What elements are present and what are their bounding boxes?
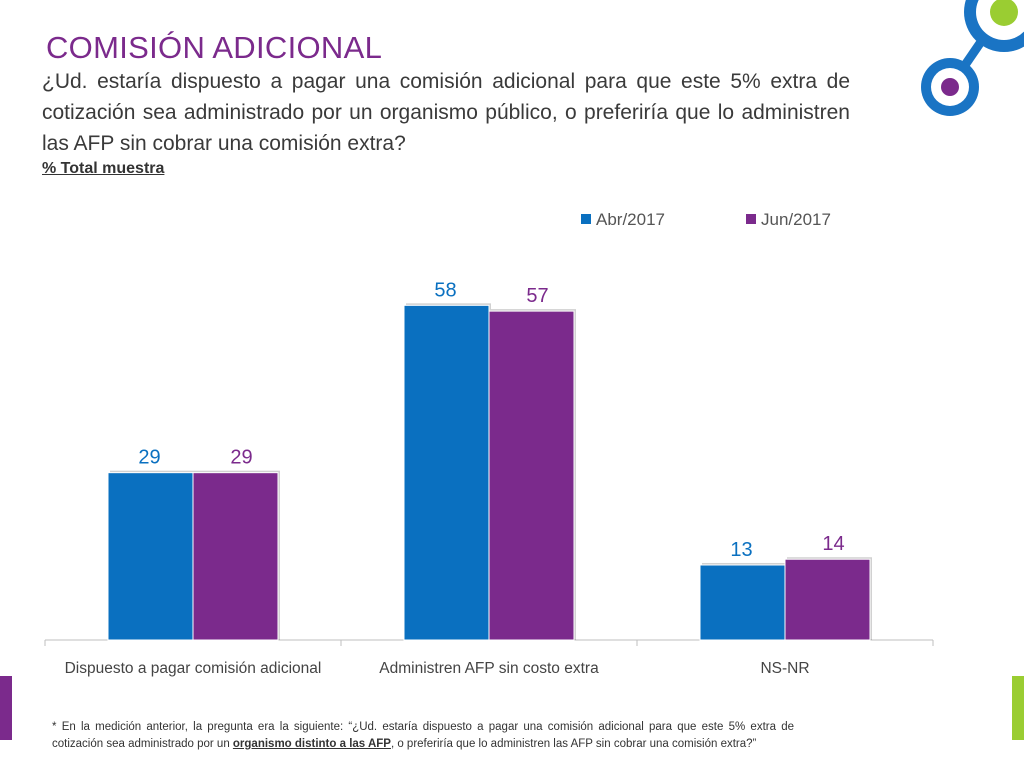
data-label-abr-2017-ns-nr: 13 bbox=[730, 539, 752, 561]
bar-abr-2017-administren-afp-sin-costo-extra bbox=[403, 304, 490, 641]
question-text: ¿Ud. estaría dispuesto a pagar una comis… bbox=[42, 70, 850, 155]
bar-abr-2017-dispuesto-a-pagar-comision-adicional bbox=[107, 472, 194, 641]
footnote-emphasis: organismo distinto a las AFP bbox=[232, 738, 391, 750]
page-title: COMISIÓN ADICIONAL bbox=[46, 30, 383, 65]
logo-dot-green bbox=[990, 0, 1018, 26]
data-label-abr-2017-dispuesto-a-pagar-comision-adicional: 29 bbox=[138, 447, 160, 469]
footnote-text-before: * En la medición anterior, la pregunta e… bbox=[52, 721, 794, 750]
category-label-ns-nr: NS-NR bbox=[760, 660, 809, 677]
bar-jun-2017-administren-afp-sin-costo-extra bbox=[488, 310, 575, 641]
data-label-jun-2017-ns-nr: 14 bbox=[822, 533, 844, 555]
data-label-jun-2017-dispuesto-a-pagar-comision-adicional: 29 bbox=[230, 447, 252, 469]
bar-jun-2017-ns-nr bbox=[784, 558, 871, 641]
legend-swatch-abr bbox=[581, 214, 591, 224]
legend-item-jun: Jun/2017 bbox=[746, 210, 831, 230]
legend-label-jun: Jun/2017 bbox=[761, 210, 831, 229]
legend-swatch-jun bbox=[746, 214, 756, 224]
bar-abr-2017-ns-nr bbox=[699, 564, 786, 641]
legend-label-abr: Abr/2017 bbox=[596, 210, 665, 229]
right-accent-bar bbox=[1012, 676, 1024, 740]
logo-dot-purple bbox=[941, 78, 959, 96]
category-label-administren-afp-sin-costo-extra: Administren AFP sin costo extra bbox=[379, 660, 599, 677]
circles-logo-icon bbox=[921, 0, 1024, 116]
data-label-jun-2017-administren-afp-sin-costo-extra: 57 bbox=[526, 285, 548, 307]
footnote: * En la medición anterior, la pregunta e… bbox=[52, 719, 794, 753]
left-accent-bar bbox=[0, 676, 12, 740]
footnote-text-after: , o preferiría que lo administren las AF… bbox=[390, 738, 757, 750]
bar-chart: 29 29 Dispuesto a pagar comisión adicional… bbox=[44, 279, 934, 677]
category-label-dispuesto-a-pagar-comision-adicional: Dispuesto a pagar comisión adicional bbox=[65, 660, 322, 677]
data-label-abr-2017-administren-afp-sin-costo-extra: 58 bbox=[434, 279, 456, 301]
bar-jun-2017-dispuesto-a-pagar-comision-adicional bbox=[192, 472, 279, 641]
subtitle: % Total muestra bbox=[42, 160, 165, 177]
legend-item-abr: Abr/2017 bbox=[581, 210, 665, 230]
